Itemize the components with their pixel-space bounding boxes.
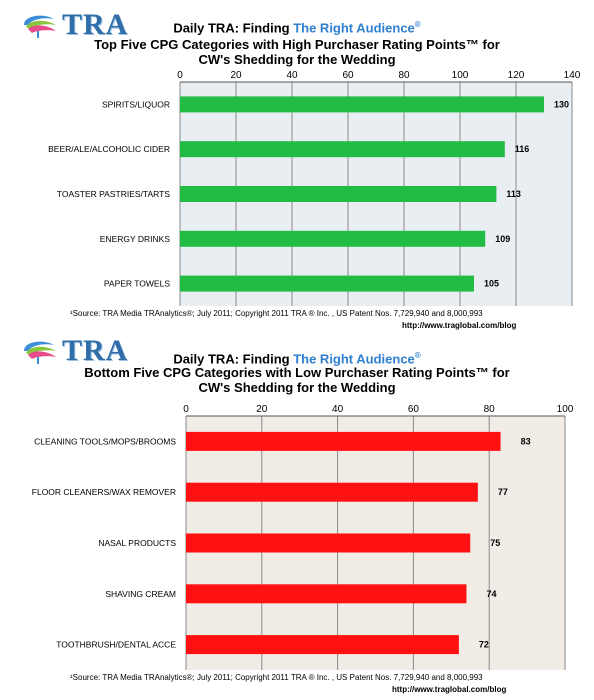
- bar: [180, 186, 497, 202]
- subtitle-line-1: Top Five CPG Categories with High Purcha…: [94, 37, 500, 52]
- tra-logo: TRA: [20, 8, 128, 42]
- category-label: SHAVING CREAM: [105, 589, 176, 599]
- chart-subtitle: Bottom Five CPG Categories with Low Purc…: [0, 365, 594, 395]
- x-tick-label: 100: [557, 404, 574, 415]
- x-tick-label: 0: [177, 70, 183, 81]
- x-tick-label: 60: [342, 70, 354, 81]
- x-tick-label: 20: [256, 404, 268, 415]
- category-label: NASAL PRODUCTS: [98, 538, 176, 548]
- title-prefix: Daily TRA: Finding: [173, 20, 294, 36]
- x-tick-label: 60: [408, 404, 420, 415]
- data-label: 83: [521, 436, 531, 446]
- data-label: 105: [484, 279, 499, 289]
- x-tick-label: 80: [398, 70, 410, 81]
- title-reg: ®: [414, 20, 421, 29]
- data-label: 74: [486, 589, 496, 599]
- data-label: 130: [554, 99, 569, 109]
- data-label: 113: [506, 189, 521, 199]
- bar: [186, 431, 501, 451]
- bottom-chart-panel: TRA Daily TRA: Finding The Right Audienc…: [0, 334, 594, 694]
- data-label: 109: [495, 234, 510, 244]
- subtitle-line-2: CW's Shedding for the Wedding: [198, 52, 396, 67]
- title-highlight: The Right Audience: [293, 351, 415, 367]
- chart-title: Daily TRA: Finding The Right Audience®: [0, 20, 594, 35]
- blog-link[interactable]: http://www.traglobal.com/blog: [402, 321, 517, 330]
- bar: [180, 275, 474, 292]
- title-highlight: The Right Audience: [293, 20, 415, 36]
- tra-logo: TRA: [20, 334, 128, 368]
- x-tick-label: 40: [332, 404, 344, 415]
- x-tick-label: 40: [286, 70, 298, 81]
- category-label: TOASTER PASTRIES/TARTS: [57, 189, 171, 199]
- bottom-bar-chart: 0 20 40 60 80 100 CLEANING TOOLS/MOPS/BROOMS 83…: [32, 404, 574, 670]
- category-label: FLOOR CLEANERS/WAX REMOVER: [32, 487, 176, 497]
- x-tick-label: 120: [508, 70, 525, 81]
- data-label: 75: [490, 538, 500, 548]
- x-tick-label: 80: [484, 404, 496, 415]
- chart-title: Daily TRA: Finding The Right Audience®: [0, 351, 594, 366]
- bar: [180, 230, 486, 247]
- top-bar-chart: 0 20 40 60 80 100 120 140 SPIRITS/LIQUOR 130 BEER/…: [48, 70, 581, 306]
- swirl-icon: [24, 15, 56, 38]
- subtitle-line-2: CW's Shedding for the Wedding: [198, 380, 396, 395]
- source-note: ¹Source: TRA Media TRAnalytics®; July 20…: [70, 309, 483, 318]
- x-tick-label: 140: [564, 70, 581, 81]
- category-label: BEER/ALE/ALCOHOLIC CIDER: [48, 144, 170, 154]
- title-reg: ®: [414, 351, 421, 360]
- category-label: SPIRITS/LIQUOR: [102, 99, 170, 109]
- category-label: TOOTHBRUSH/DENTAL ACCE: [56, 640, 176, 650]
- data-label: 72: [479, 640, 489, 650]
- blog-link[interactable]: http://www.traglobal.com/blog: [392, 685, 507, 694]
- bar: [186, 584, 467, 604]
- category-label: PAPER TOWELS: [104, 279, 170, 289]
- bar: [186, 635, 459, 655]
- title-prefix: Daily TRA: Finding: [173, 351, 294, 367]
- swirl-icon: [24, 341, 56, 364]
- data-label: 116: [515, 144, 530, 154]
- source-note: ¹Source: TRA Media TRAnalytics®; July 20…: [70, 673, 483, 682]
- x-tick-label: 100: [452, 70, 469, 81]
- bar: [186, 482, 478, 502]
- x-tick-label: 20: [230, 70, 242, 81]
- category-label: CLEANING TOOLS/MOPS/BROOMS: [34, 436, 176, 446]
- category-label: ENERGY DRINKS: [100, 234, 171, 244]
- logo-text: TRA: [62, 8, 129, 41]
- logo-text: TRA: [62, 334, 129, 367]
- x-tick-label: 0: [183, 404, 189, 415]
- bar: [186, 533, 471, 553]
- top-chart-panel: TRA Daily TRA: Finding The Right Audienc…: [0, 8, 594, 330]
- subtitle-line-1: Bottom Five CPG Categories with Low Purc…: [84, 365, 510, 380]
- bar: [180, 141, 505, 158]
- chart-subtitle: Top Five CPG Categories with High Purcha…: [0, 37, 594, 67]
- data-label: 77: [498, 487, 508, 497]
- bar: [180, 96, 544, 113]
